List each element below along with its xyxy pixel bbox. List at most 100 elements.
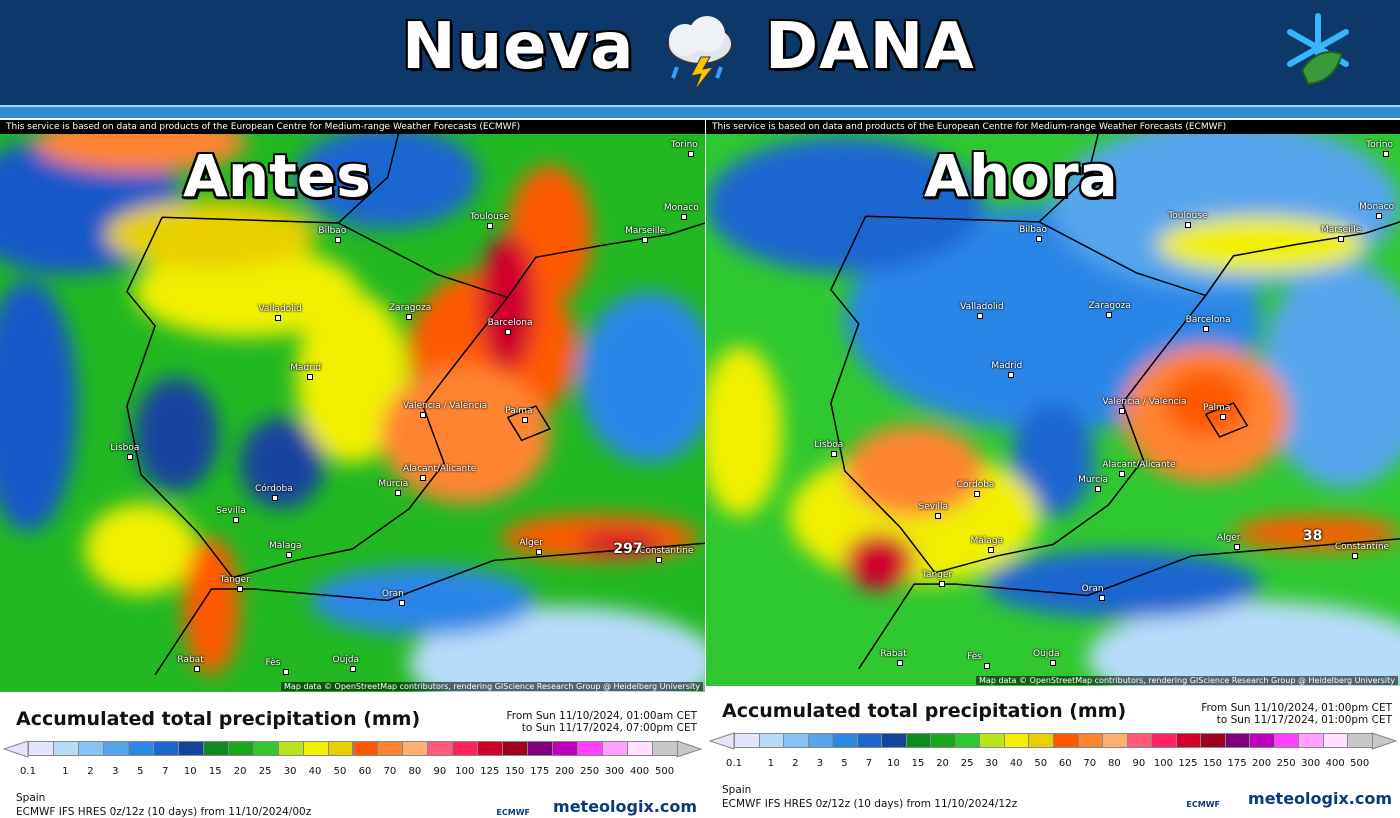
city-label: Oran <box>381 589 404 600</box>
colorbar-cell <box>202 741 229 756</box>
colorbar-cell <box>734 733 760 748</box>
coastline <box>858 538 1400 670</box>
precip-area <box>296 291 409 464</box>
colorbar-cell <box>327 741 354 756</box>
city-label: Oujda <box>1033 649 1060 660</box>
city-dot <box>420 411 426 418</box>
colorbar-cell <box>1347 733 1373 748</box>
colorbar-value: 150 <box>505 766 525 777</box>
city-dot <box>504 328 511 335</box>
coastline <box>1205 221 1400 296</box>
city-dot <box>271 494 278 501</box>
colorbar-value: 60 <box>1058 758 1072 769</box>
city-dot <box>831 450 838 457</box>
colorbar-value: 3 <box>112 766 119 777</box>
city-label: Málaga <box>269 540 302 551</box>
city-dot <box>1383 150 1390 157</box>
colorbar-cell <box>352 741 379 756</box>
colorbar-cell <box>1224 733 1251 748</box>
city-dot <box>522 417 529 424</box>
precip-area <box>844 425 984 517</box>
city-label: Barcelona <box>487 317 533 328</box>
colorbar-value: 70 <box>383 766 397 777</box>
colorbar-cell <box>127 741 154 756</box>
period-from: From Sun 11/10/2024, 01:00am CET <box>506 710 698 722</box>
city-dot <box>1119 470 1126 477</box>
city-label: Zaragoza <box>388 303 432 314</box>
colorbar-cell <box>1053 733 1079 748</box>
colorbar-value: 175 <box>530 766 550 777</box>
precip-field <box>0 120 705 692</box>
colorbar-cell <box>1200 733 1226 748</box>
city-label: Málaga <box>970 536 1004 547</box>
colorbar-cell <box>602 741 629 756</box>
notice: This service is based on data and produc… <box>6 122 521 132</box>
city-dot <box>1185 221 1192 228</box>
city-label: Alger <box>1216 533 1241 544</box>
city-label: Sevilla <box>918 502 949 513</box>
coastline <box>1205 402 1249 438</box>
city-label: Torino <box>670 140 698 151</box>
precip-area <box>239 417 325 509</box>
city-label: Lisboa <box>814 439 844 450</box>
city-dot <box>1202 326 1209 333</box>
colorbar-value: 70 <box>1083 758 1097 769</box>
colorbar-left-end <box>2 740 29 758</box>
city-dot <box>307 374 314 381</box>
colorbar-cell <box>477 741 504 756</box>
colorbar-cell <box>1102 733 1128 748</box>
colorbar-value: 40 <box>1009 758 1023 769</box>
model-run: ECMWF IFS HRES 0z/12z (10 days) from 11/… <box>722 798 1018 810</box>
city-label: Toulouse <box>1168 210 1208 221</box>
colorbar-cell <box>1322 733 1349 748</box>
colorbar-value: 90 <box>433 766 447 777</box>
city-dot <box>897 660 904 667</box>
city-dot <box>286 551 293 558</box>
precip-area <box>706 346 783 517</box>
city-label: Valladolid <box>960 302 1004 313</box>
city-dot <box>1338 235 1344 242</box>
colorbar-cell <box>783 733 809 748</box>
map-panel: This service is based on data and produc… <box>706 120 1400 686</box>
city-dot <box>335 237 342 244</box>
city-label: Torino <box>1366 139 1393 150</box>
city-label: Oran <box>1081 584 1104 595</box>
colorbar-cell <box>856 733 883 748</box>
city-label: Valladolid <box>258 304 302 315</box>
colorbar-cell <box>302 741 329 756</box>
colorbar-cell <box>527 741 554 756</box>
city-label: Toulouse <box>469 211 510 222</box>
colorbar-value: 2 <box>792 758 799 769</box>
colorbar-value: 60 <box>358 766 372 777</box>
colorbar-value: 3 <box>816 758 824 769</box>
map-panel: This service is based on data and produc… <box>0 120 705 692</box>
colorbar-cell <box>177 741 204 756</box>
colorbar-value: 40 <box>308 766 322 777</box>
city-label: Palma <box>505 406 533 417</box>
precip-area <box>310 566 536 635</box>
coastline <box>506 222 705 298</box>
city-label: Madrid <box>290 363 322 374</box>
period-from: From Sun 11/10/2024, 01:00pm CET <box>1201 702 1392 714</box>
city-dot <box>282 668 289 675</box>
city-dot <box>275 315 282 322</box>
city-label: Rabat <box>880 649 907 660</box>
colorbar-value: 300 <box>605 766 625 777</box>
colorbar-cell <box>28 741 54 756</box>
city-dot <box>973 490 980 497</box>
city-dot <box>1008 371 1015 378</box>
coastline <box>506 405 552 442</box>
colorbar-cell <box>1126 733 1153 748</box>
colorbar-value: 80 <box>1107 758 1121 769</box>
colorbar-value: 300 <box>1301 758 1321 769</box>
city-dot <box>398 600 405 607</box>
colorbar-value: 1 <box>62 766 69 777</box>
colorbar-value: 20 <box>936 758 949 769</box>
colorbar-value: 125 <box>1178 758 1198 769</box>
precip-area <box>1011 403 1095 517</box>
city-dot <box>1376 213 1383 220</box>
brand: meteologix.com <box>553 797 697 816</box>
city-dot <box>395 489 402 496</box>
colorbar-value: 20 <box>233 766 247 777</box>
